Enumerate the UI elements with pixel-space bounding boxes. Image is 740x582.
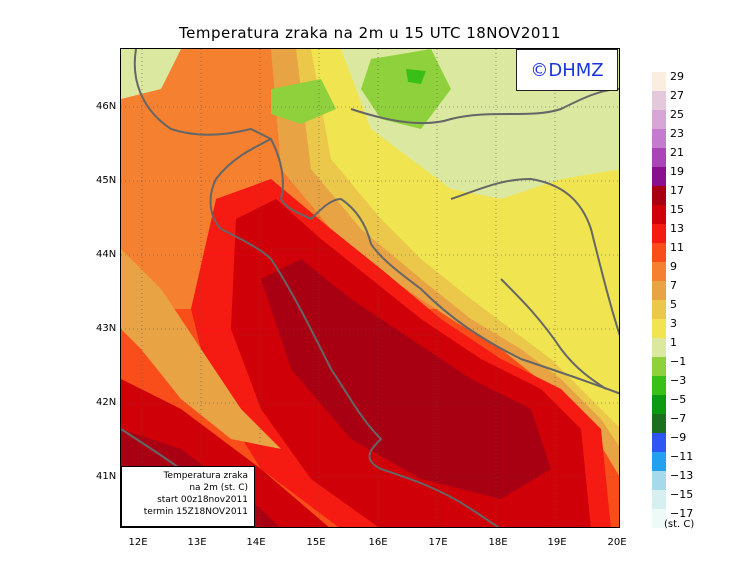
lat-label-42n: 42N xyxy=(96,397,117,408)
lon-label-19e: 19E xyxy=(547,537,567,548)
lat-label-43n: 43N xyxy=(96,323,117,334)
legend-label: 27 xyxy=(670,89,684,102)
legend-swatch xyxy=(652,414,666,433)
lon-label-14e: 14E xyxy=(246,537,266,548)
legend-swatch xyxy=(652,110,666,129)
info-line-4: termin 15Z18NOV2011 xyxy=(143,507,248,517)
legend-swatch xyxy=(652,205,666,224)
legend-swatch xyxy=(652,300,666,319)
legend-swatch xyxy=(652,319,666,338)
legend-unit: (st. C) xyxy=(664,519,695,530)
legend-label: 25 xyxy=(670,108,684,121)
map-title: Temperatura zraka na 2m u 15 UTC 18NOV20… xyxy=(178,24,561,42)
lon-label-20e: 20E xyxy=(607,537,627,548)
lon-label-13e: 13E xyxy=(187,537,207,548)
legend-swatch xyxy=(652,452,666,471)
legend-swatch xyxy=(652,490,666,509)
legend-swatch xyxy=(652,376,666,395)
legend-label: −15 xyxy=(670,488,694,501)
legend-swatch xyxy=(652,509,666,528)
legend-label: 5 xyxy=(670,298,677,311)
coastlines xyxy=(121,49,619,527)
legend-swatch xyxy=(652,433,666,452)
legend-swatch xyxy=(652,224,666,243)
legend-label: −5 xyxy=(670,393,687,406)
legend-label: 23 xyxy=(670,127,684,140)
legend-label: 11 xyxy=(670,241,684,254)
legend-label: 15 xyxy=(670,203,684,216)
info-box: Temperatura zraka na 2m (st. C) start 00… xyxy=(121,466,255,527)
info-line-2: na 2m (st. C) xyxy=(189,483,248,493)
dhmz-logo: ©DHMZ xyxy=(516,49,618,91)
temperature-zone-minus3 xyxy=(406,69,426,84)
lat-label-44n: 44N xyxy=(96,249,117,260)
legend-label: 19 xyxy=(670,165,684,178)
lat-label-41n: 41N xyxy=(96,471,117,482)
legend-swatch xyxy=(652,148,666,167)
legend-label: −11 xyxy=(670,450,694,463)
legend-label: 17 xyxy=(670,184,684,197)
color-legend xyxy=(652,72,666,528)
lon-label-15e: 15E xyxy=(306,537,326,548)
graticule xyxy=(121,49,619,527)
lon-label-17e: 17E xyxy=(428,537,448,548)
lon-label-18e: 18E xyxy=(488,537,508,548)
legend-swatch xyxy=(652,91,666,110)
legend-label: −13 xyxy=(670,469,694,482)
legend-label: 29 xyxy=(670,70,684,83)
lat-label-45n: 45N xyxy=(96,175,117,186)
legend-label: 21 xyxy=(670,146,684,159)
legend-swatch xyxy=(652,129,666,148)
legend-label: −9 xyxy=(670,431,687,444)
info-line-3: start 00z18nov2011 xyxy=(157,495,248,505)
temperature-zone-minus1 xyxy=(361,49,451,129)
legend-label: −3 xyxy=(670,374,687,387)
legend-label: −7 xyxy=(670,412,687,425)
temperature-zone-1-west xyxy=(121,49,181,99)
legend-swatch xyxy=(652,357,666,376)
legend-swatch xyxy=(652,243,666,262)
legend-swatch xyxy=(652,281,666,300)
legend-swatch xyxy=(652,167,666,186)
legend-swatch xyxy=(652,72,666,91)
temperature-zone-minus1-west xyxy=(271,79,336,124)
legend-label: 9 xyxy=(670,260,677,273)
temperature-map xyxy=(120,48,620,528)
legend-label: 13 xyxy=(670,222,684,235)
info-line-1: Temperatura zraka xyxy=(163,471,248,481)
legend-swatch xyxy=(652,262,666,281)
legend-swatch xyxy=(652,471,666,490)
legend-label: 3 xyxy=(670,317,677,330)
legend-label: −17 xyxy=(670,507,694,520)
temperature-zone-17 xyxy=(261,259,551,499)
legend-swatch xyxy=(652,395,666,414)
lon-label-12e: 12E xyxy=(128,537,148,548)
legend-swatch xyxy=(652,338,666,357)
legend-label: 1 xyxy=(670,336,677,349)
legend-label: −1 xyxy=(670,355,687,368)
legend-swatch xyxy=(652,186,666,205)
legend-label: 7 xyxy=(670,279,677,292)
lat-label-46n: 46N xyxy=(96,101,117,112)
temperature-map-canvas xyxy=(121,49,619,527)
lon-label-16e: 16E xyxy=(368,537,388,548)
